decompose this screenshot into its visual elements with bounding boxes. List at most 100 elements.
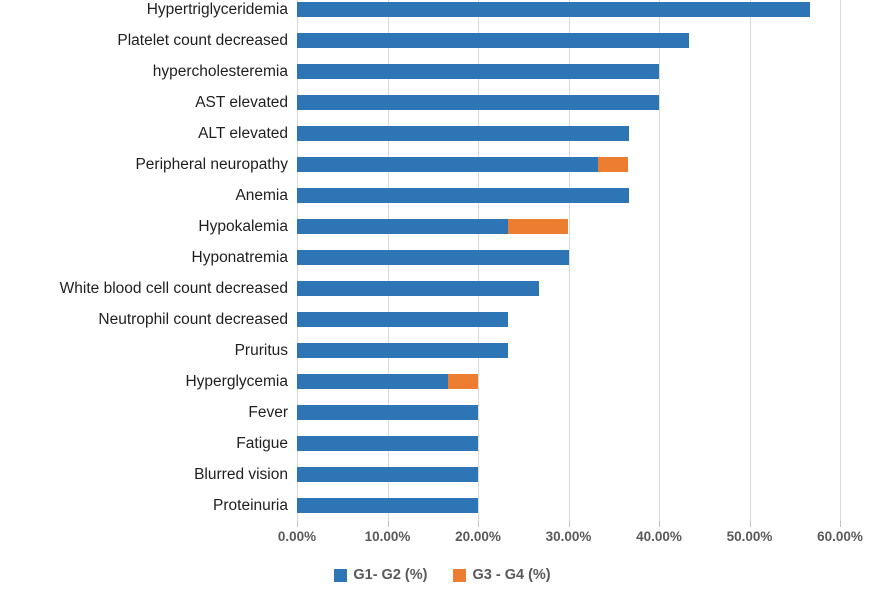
bar-track: [297, 188, 630, 203]
bar-track: [297, 374, 478, 389]
chart-row: Proteinuria: [0, 490, 885, 521]
chart-row: Fatigue: [0, 428, 885, 459]
chart-row: ALT elevated: [0, 118, 885, 149]
plot-area: Hypertriglyceridemia Platelet count decre…: [0, 0, 885, 527]
category-label: Hyponatremia: [191, 248, 289, 266]
category-label: Hypokalemia: [198, 217, 288, 235]
bar-segment-g1-g2: [297, 188, 630, 203]
legend-item-g3-g4: G3 - G4 (%): [453, 567, 551, 583]
category-label: hypercholesteremia: [152, 62, 288, 80]
category-label: Neutrophil count decreased: [98, 310, 288, 328]
chart-row: Platelet count decreased: [0, 25, 885, 56]
bar-segment-g3-g4: [507, 219, 569, 234]
chart-legend: G1- G2 (%) G3 - G4 (%): [0, 563, 885, 587]
bar-track: [297, 2, 811, 17]
x-axis: 0.00% 10.00% 20.00% 30.00% 40.00% 50.00% 60.00…: [0, 529, 885, 549]
bar-segment-g3-g4: [598, 157, 629, 172]
bar-track: [297, 250, 569, 265]
x-tick-label: 0.00%: [277, 529, 317, 544]
category-label: White blood cell count decreased: [59, 279, 288, 297]
bar-segment-g1-g2: [297, 126, 630, 141]
legend-item-g1-g2: G1- G2 (%): [334, 567, 427, 583]
bar-segment-g1-g2: [297, 2, 811, 17]
chart-row: Hyperglycemia: [0, 366, 885, 397]
legend-label-g3-g4: G3 - G4 (%): [472, 567, 551, 583]
bar-segment-g1-g2: [297, 281, 539, 296]
tick-mark-10: [387, 521, 389, 527]
legend-swatch-g3-g4-icon: [453, 568, 467, 582]
chart-row: AST elevated: [0, 87, 885, 118]
bar-segment-g3-g4: [448, 374, 478, 389]
category-label: Proteinuria: [213, 496, 288, 514]
category-label: Anemia: [235, 186, 288, 204]
bar-segment-g1-g2: [297, 498, 478, 513]
chart-row: Hypertriglyceridemia: [0, 0, 885, 25]
x-tick-label: 50.00%: [726, 529, 773, 544]
bar-track: [297, 405, 478, 420]
legend-label-g1-g2: G1- G2 (%): [353, 567, 428, 583]
bar-segment-g1-g2: [297, 157, 599, 172]
category-label: Pruritus: [234, 341, 288, 359]
bar-segment-g1-g2: [297, 33, 689, 48]
category-label: Platelet count decreased: [117, 31, 288, 49]
category-label: Hypertriglyceridemia: [146, 0, 288, 18]
gridline-50: [749, 0, 751, 521]
chart-row: Peripheral neuropathy: [0, 149, 885, 180]
x-tick-label: 10.00%: [364, 529, 411, 544]
category-label: Peripheral neuropathy: [135, 155, 288, 173]
tick-mark-40: [659, 521, 660, 527]
x-tick-label: 30.00%: [545, 529, 592, 544]
bar-track: [297, 467, 478, 482]
x-tick-label: 20.00%: [455, 529, 501, 544]
category-label: ALT elevated: [198, 124, 288, 142]
bar-segment-g1-g2: [297, 64, 659, 79]
category-label: Fever: [248, 403, 288, 421]
x-tick-label: 40.00%: [636, 529, 682, 544]
bar-track: [297, 95, 659, 110]
tick-mark-20: [478, 521, 479, 527]
tick-mark-30: [568, 521, 570, 527]
category-label: Hyperglycemia: [185, 372, 288, 390]
bar-segment-g1-g2: [297, 436, 478, 451]
chart-row: White blood cell count decreased: [0, 273, 885, 304]
gridline-40: [659, 0, 660, 521]
bar-segment-g1-g2: [297, 219, 508, 234]
legend-swatch-g1-g2-icon: [334, 568, 348, 582]
tick-mark-50: [749, 521, 751, 527]
chart-row: Fever: [0, 397, 885, 428]
chart-row: Anemia: [0, 180, 885, 211]
chart-row: Neutrophil count decreased: [0, 304, 885, 335]
bar-track: [297, 126, 630, 141]
gridline-30: [568, 0, 570, 521]
chart-row: hypercholesteremia: [0, 56, 885, 87]
bar-track: [297, 498, 478, 513]
category-label: AST elevated: [195, 93, 288, 111]
chart-row: Hyponatremia: [0, 242, 885, 273]
bar-segment-g1-g2: [297, 312, 508, 327]
bar-track: [297, 157, 629, 172]
bar-segment-g1-g2: [297, 250, 569, 265]
tick-mark-60: [840, 521, 841, 527]
gridline-60: [840, 0, 841, 521]
x-tick-label: 60.00%: [817, 529, 863, 544]
chart-row: Pruritus: [0, 335, 885, 366]
bar-track: [297, 219, 569, 234]
bar-track: [297, 281, 539, 296]
bar-rows: Hypertriglyceridemia Platelet count decre…: [0, 0, 885, 521]
chart-row: Blurred vision: [0, 459, 885, 490]
bar-track: [297, 64, 659, 79]
chart-row: Hypokalemia: [0, 211, 885, 242]
bar-track: [297, 343, 508, 358]
bar-segment-g1-g2: [297, 467, 478, 482]
bar-segment-g1-g2: [297, 405, 478, 420]
bar-segment-g1-g2: [297, 95, 659, 110]
tick-mark-0: [297, 521, 298, 527]
bar-segment-g1-g2: [297, 343, 508, 358]
category-label: Fatigue: [236, 434, 288, 452]
bar-segment-g1-g2: [297, 374, 449, 389]
bar-track: [297, 312, 508, 327]
bar-track: [297, 33, 689, 48]
category-label: Blurred vision: [194, 465, 288, 483]
bar-track: [297, 436, 478, 451]
